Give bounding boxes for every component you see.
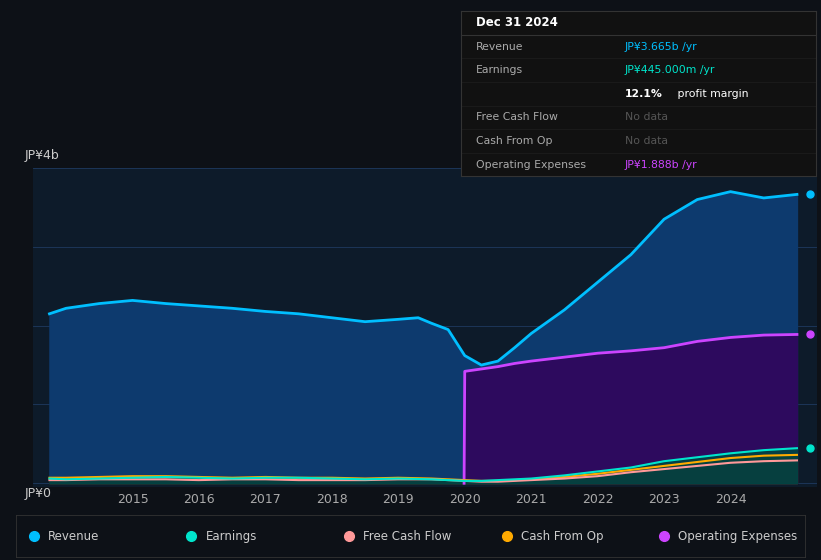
Text: No data: No data bbox=[625, 113, 667, 123]
Text: Cash From Op: Cash From Op bbox=[475, 136, 552, 146]
Text: Revenue: Revenue bbox=[48, 530, 99, 543]
Text: 12.1%: 12.1% bbox=[625, 89, 663, 99]
Text: Free Cash Flow: Free Cash Flow bbox=[475, 113, 557, 123]
Text: JP¥4b: JP¥4b bbox=[25, 148, 60, 162]
Text: Operating Expenses: Operating Expenses bbox=[475, 160, 585, 170]
Text: Free Cash Flow: Free Cash Flow bbox=[363, 530, 452, 543]
Text: profit margin: profit margin bbox=[674, 89, 749, 99]
Text: Earnings: Earnings bbox=[205, 530, 257, 543]
Text: Operating Expenses: Operating Expenses bbox=[678, 530, 798, 543]
Text: JP¥1.888b /yr: JP¥1.888b /yr bbox=[625, 160, 697, 170]
Text: Dec 31 2024: Dec 31 2024 bbox=[475, 16, 557, 30]
Text: JP¥445.000m /yr: JP¥445.000m /yr bbox=[625, 65, 715, 75]
Text: Earnings: Earnings bbox=[475, 65, 523, 75]
Text: JP¥0: JP¥0 bbox=[25, 487, 52, 500]
Text: Cash From Op: Cash From Op bbox=[521, 530, 603, 543]
Text: JP¥3.665b /yr: JP¥3.665b /yr bbox=[625, 41, 697, 52]
Text: No data: No data bbox=[625, 136, 667, 146]
Text: Revenue: Revenue bbox=[475, 41, 523, 52]
